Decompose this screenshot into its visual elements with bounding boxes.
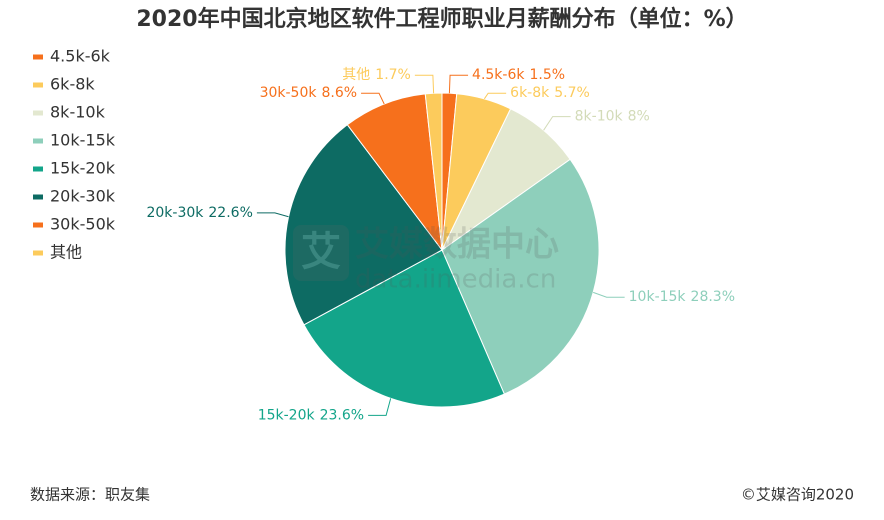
label-leader xyxy=(414,74,435,94)
data-label: 10k-15k 28.3% xyxy=(629,289,735,305)
data-label-category: 8k-10k xyxy=(575,109,624,125)
legend-label: 30k-50k xyxy=(50,215,116,234)
data-label: 6k-8k 5.7% xyxy=(510,85,590,101)
legend-label: 8k-10k xyxy=(50,103,106,122)
copyright: ©艾媒咨询2020 xyxy=(741,486,854,504)
data-label: 8k-10k 8% xyxy=(575,109,650,125)
watermark-url: data.iimedia.cn xyxy=(355,265,556,295)
pie-slice xyxy=(424,92,443,251)
data-label-value: 5.7% xyxy=(554,85,590,101)
data-label: 4.5k-6k 1.5% xyxy=(472,67,565,83)
data-label: 30k-50k 8.6% xyxy=(260,85,357,101)
data-label-value: 23.6% xyxy=(320,407,364,423)
watermark-name: 艾媒数据中心 xyxy=(355,225,559,265)
source: 数据来源：职友集 xyxy=(30,486,150,504)
data-label: 20k-30k 22.6% xyxy=(146,205,252,221)
legend-marker xyxy=(33,166,43,172)
pie-slice xyxy=(346,93,443,252)
watermark-logo-box xyxy=(293,225,349,281)
data-label-category: 10k-15k xyxy=(629,289,687,305)
label-leader xyxy=(448,74,469,94)
legend-marker xyxy=(33,194,43,200)
legend-marker xyxy=(33,250,43,256)
legend-marker xyxy=(33,222,43,228)
data-label: 其他 1.7% xyxy=(342,67,411,83)
label-leader xyxy=(368,398,392,416)
legend-label: 6k-8k xyxy=(50,75,95,94)
legend-label: 10k-15k xyxy=(50,131,116,150)
data-label-value: 8% xyxy=(628,109,650,125)
watermark-logo: 艾 xyxy=(301,229,341,275)
data-label-value: 8.6% xyxy=(321,85,357,101)
data-label-value: 1.5% xyxy=(530,67,566,83)
label-leader xyxy=(361,92,385,105)
label-leader xyxy=(593,291,625,298)
watermark: 艾 艾媒数据中心 data.iimedia.cn xyxy=(293,225,559,295)
label-leader xyxy=(483,92,507,100)
data-label-category: 30k-50k xyxy=(260,85,318,101)
legend-marker xyxy=(33,54,43,60)
data-label-category: 6k-8k xyxy=(510,85,550,101)
legend-label: 4.5k-6k xyxy=(50,47,111,66)
chart-title: 2020年中国北京地区软件工程师职业月薪酬分布（单位：%） xyxy=(136,6,747,32)
pie: 4.5k-6k 1.5% 6k-8k 5.7% 8k-10k 8% 10k-15k 28.3%… xyxy=(146,67,735,423)
pie-slice xyxy=(303,249,506,408)
legend-marker xyxy=(33,82,43,88)
legend-marker xyxy=(33,138,43,144)
label-leader xyxy=(256,212,289,218)
data-label-category: 4.5k-6k xyxy=(472,67,525,83)
data-label-value: 22.6% xyxy=(208,205,252,221)
data-label-value: 28.3% xyxy=(691,289,735,305)
data-label-category: 15k-20k xyxy=(258,407,316,423)
data-label-value: 1.7% xyxy=(375,67,411,83)
label-leader xyxy=(543,116,571,131)
legend-label: 其他 xyxy=(50,243,82,262)
legend-label: 15k-20k xyxy=(50,159,116,178)
data-label-category: 其他 xyxy=(342,67,370,83)
data-label-category: 20k-30k xyxy=(146,205,204,221)
legend-marker xyxy=(33,110,43,116)
pie-slice xyxy=(441,158,600,395)
legend-label: 20k-30k xyxy=(50,187,116,206)
data-label: 15k-20k 23.6% xyxy=(258,407,364,423)
